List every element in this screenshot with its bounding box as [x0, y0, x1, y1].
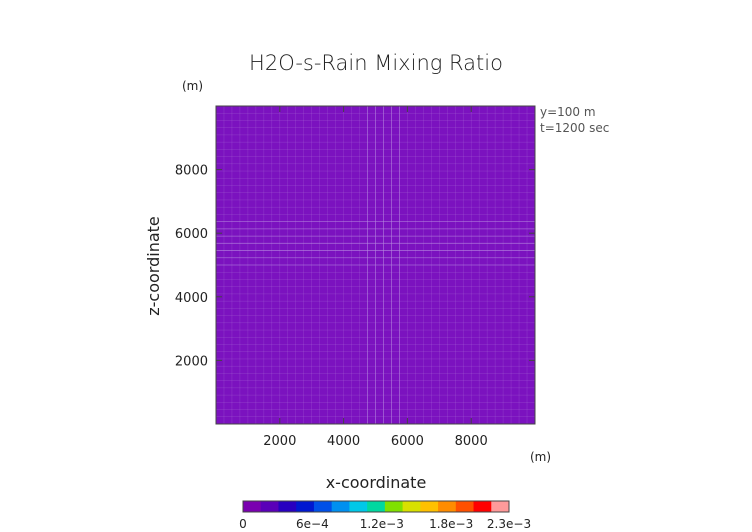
- colorbar-segment: [438, 501, 457, 512]
- colorbar-segment: [296, 501, 315, 512]
- x-tick-label: 4000: [327, 434, 360, 449]
- model-grid-lines: [216, 106, 535, 424]
- colorbar-segment: [331, 501, 350, 512]
- chart-title: H2O-s-Rain Mixing Ratio: [249, 51, 503, 75]
- y-tick-label: 6000: [175, 227, 208, 242]
- colorbar-segment: [384, 501, 404, 512]
- colorbar-segment: [491, 501, 510, 512]
- colorbar-segment: [367, 501, 386, 512]
- colorbar-segment: [260, 501, 279, 512]
- colorbar-segment: [349, 501, 368, 512]
- colorbar-tick-label: 1.2e−3: [360, 517, 404, 531]
- y-tick-label: 4000: [175, 291, 208, 306]
- colorbar-tick-label: 6e−4: [296, 517, 329, 531]
- colorbar-tick-label: 1.8e−3: [429, 517, 473, 531]
- colorbar-frame: [242, 500, 510, 513]
- colorbar-segment: [420, 501, 439, 512]
- colorbar-tick-labels: 0 6e−4 1.2e−3 1.8e−3 2.3e−3: [239, 517, 531, 531]
- x-tick-label: 2000: [263, 434, 296, 449]
- annotation-y-position: y=100 m: [540, 105, 596, 119]
- x-unit-label: (m): [530, 450, 551, 464]
- x-tick-label: 6000: [391, 434, 424, 449]
- plot-area: [215, 105, 536, 425]
- colorbar-segment: [473, 501, 492, 512]
- colorbar-tick-label: 2.3e−3: [487, 517, 531, 531]
- annotation-time: t=1200 sec: [540, 121, 609, 135]
- plot-frame: [215, 105, 536, 425]
- x-tick-label: 8000: [455, 434, 488, 449]
- y-unit-label: (m): [182, 79, 203, 93]
- colorbar-segment: [455, 501, 475, 512]
- y-axis-ticks: 2000 4000 6000 8000: [175, 164, 535, 369]
- x-axis-label: x-coordinate: [326, 473, 427, 492]
- colorbar: [242, 500, 510, 513]
- colorbar-segment: [243, 501, 262, 512]
- colorbar-segment: [402, 501, 421, 512]
- x-axis-ticks: 2000 4000 6000 8000: [263, 106, 488, 449]
- colorbar-tick-label: 0: [239, 517, 247, 531]
- colorbar-segment: [313, 501, 333, 512]
- y-tick-label: 2000: [175, 354, 208, 369]
- y-axis-label: z-coordinate: [144, 216, 163, 316]
- colorbar-segment: [278, 501, 297, 512]
- y-tick-label: 8000: [175, 164, 208, 179]
